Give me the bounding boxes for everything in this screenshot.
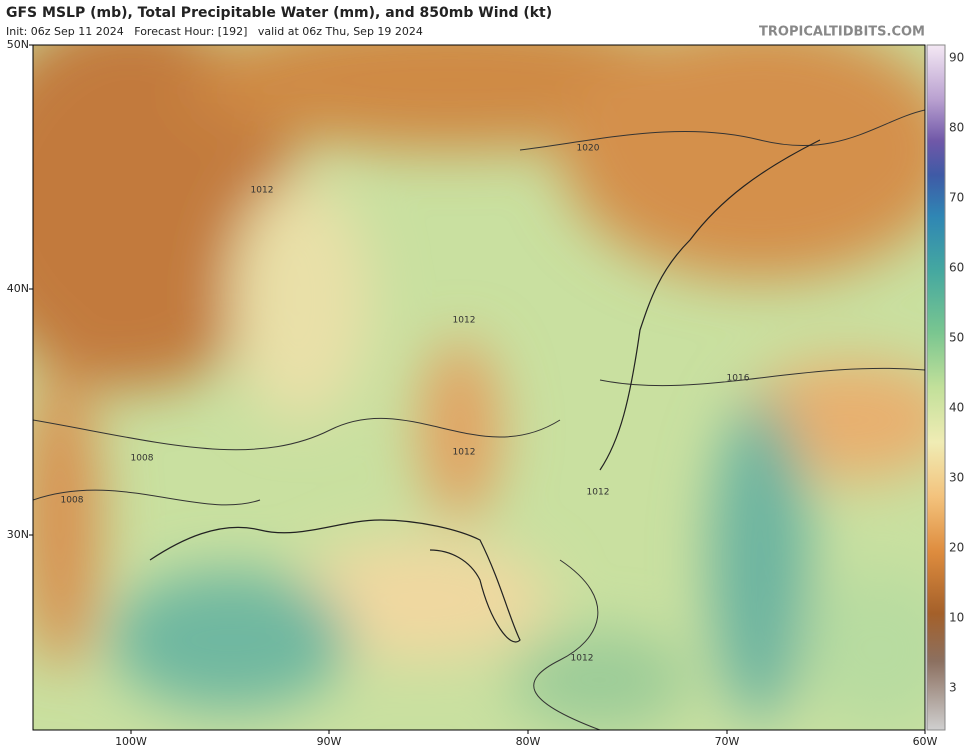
longitude-label: 70W xyxy=(715,735,740,748)
isobar-label: 1008 xyxy=(61,496,84,506)
map xyxy=(33,45,925,730)
colorbar-label: 20 xyxy=(949,541,964,555)
isobar-label: 1012 xyxy=(453,448,476,458)
colorbar-label: 90 xyxy=(949,51,964,65)
longitude-label: 60W xyxy=(913,735,938,748)
title: GFS MSLP (mb), Total Precipitable Water … xyxy=(6,5,552,21)
colorbar-label: 50 xyxy=(949,331,964,345)
longitude-label: 80W xyxy=(516,735,541,748)
isobar-label: 1012 xyxy=(587,488,610,498)
moisture-field xyxy=(33,45,925,730)
isobars xyxy=(33,109,925,730)
colorbar-label: 40 xyxy=(949,401,964,415)
isobar-label: 1008 xyxy=(131,454,154,464)
colorbar-label: 3 xyxy=(949,681,957,695)
isobar-label: 1012 xyxy=(571,654,594,664)
colorbar-label: 70 xyxy=(949,191,964,205)
map-frame xyxy=(32,44,926,731)
colorbar-label: 60 xyxy=(949,261,964,275)
longitude-label: 90W xyxy=(317,735,342,748)
longitude-label: 100W xyxy=(115,735,147,748)
isobar-label: 1016 xyxy=(727,374,750,384)
colorbar xyxy=(926,44,946,731)
isobar-label: 1020 xyxy=(577,144,600,154)
latitude-label: 50N xyxy=(7,38,29,51)
source: TROPICALTIDBITS.COM xyxy=(759,25,925,40)
coastline xyxy=(149,139,821,643)
isobar-label: 1012 xyxy=(251,186,274,196)
colorbar-label: 10 xyxy=(949,611,964,625)
run-info: Init: 06z Sep 11 2024 Forecast Hour: [19… xyxy=(6,25,423,38)
isobar-label: 1012 xyxy=(453,316,476,326)
colorbar-label: 30 xyxy=(949,471,964,485)
colorbar-label: 80 xyxy=(949,121,964,135)
latitude-label: 30N xyxy=(7,528,29,541)
latitude-label: 40N xyxy=(7,282,29,295)
